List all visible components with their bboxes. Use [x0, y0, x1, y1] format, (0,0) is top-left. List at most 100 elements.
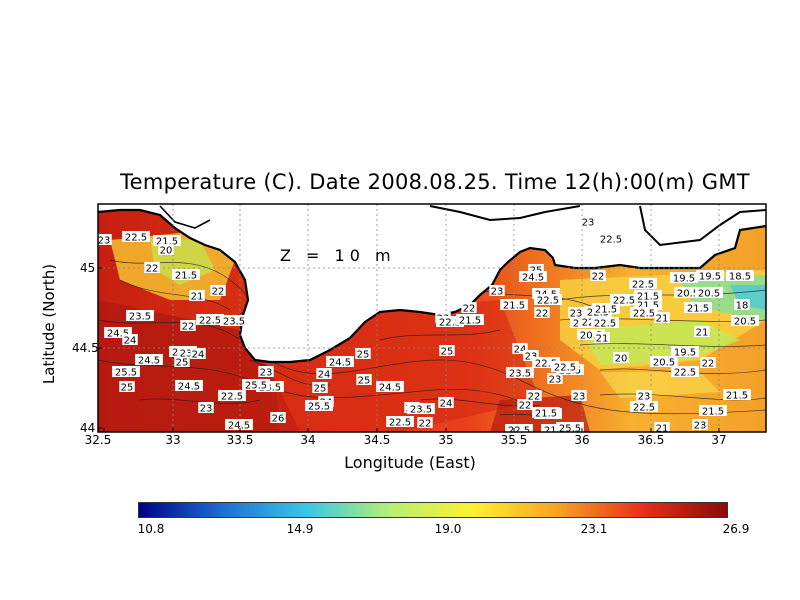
- svg-text:23: 23: [491, 287, 504, 298]
- chart-title: Temperature (C). Date 2008.08.25. Time 1…: [120, 170, 750, 194]
- svg-text:22.5: 22.5: [600, 235, 622, 246]
- svg-text:26: 26: [272, 414, 285, 425]
- contour-label: 22: [517, 399, 533, 412]
- svg-text:23.5: 23.5: [410, 405, 432, 416]
- contour-label: 21.5: [172, 269, 200, 282]
- contour-label: 23.5: [256, 381, 284, 394]
- contour-label: 23.5: [220, 315, 248, 328]
- contour-label: 24.5: [519, 271, 547, 284]
- svg-text:22.5: 22.5: [632, 280, 654, 291]
- colorbar-tick: 10.8: [137, 522, 165, 536]
- contour-label: 23.5: [126, 310, 154, 323]
- svg-text:21.5: 21.5: [637, 292, 659, 303]
- svg-text:22: 22: [519, 401, 532, 412]
- svg-text:23: 23: [549, 375, 562, 386]
- contour-label: 22.5: [610, 294, 638, 307]
- contour-label: 24: [512, 343, 528, 356]
- svg-text:25.5: 25.5: [559, 424, 581, 435]
- svg-text:18: 18: [736, 301, 749, 312]
- colorbar-tick: 19.0: [434, 522, 462, 536]
- contour-label: 25.5: [112, 366, 140, 379]
- svg-text:20.5: 20.5: [698, 289, 720, 300]
- contour-label: 19.5: [670, 272, 698, 285]
- contour-label: 24.5: [135, 354, 163, 367]
- svg-text:24: 24: [318, 370, 331, 381]
- contour-label: 22.5: [122, 231, 150, 244]
- svg-text:22: 22: [463, 304, 476, 315]
- contour-label: 19.5: [671, 346, 699, 359]
- contour-label: 22.5: [597, 233, 625, 246]
- svg-text:22.5: 22.5: [221, 392, 243, 403]
- contour-label: 21: [694, 326, 710, 339]
- svg-text:23.5: 23.5: [259, 383, 281, 394]
- svg-text:21: 21: [656, 424, 669, 435]
- contour-label: 20.5: [577, 329, 605, 342]
- contour-label: 26: [270, 412, 286, 425]
- y-tick: 44.5: [72, 341, 99, 355]
- contour-label: 23.5: [506, 367, 534, 380]
- contour-label: 21.5: [532, 407, 560, 420]
- svg-text:21.5: 21.5: [535, 409, 557, 420]
- svg-text:24.5: 24.5: [228, 421, 250, 432]
- contour-label: 22: [534, 307, 550, 320]
- svg-text:23: 23: [180, 349, 193, 360]
- contour-label: 21: [594, 332, 610, 345]
- svg-text:21.5: 21.5: [595, 305, 617, 316]
- contour-label: 22.5: [436, 316, 464, 329]
- svg-text:24: 24: [514, 345, 527, 356]
- x-tick: 33: [165, 433, 181, 447]
- svg-text:21.5: 21.5: [702, 407, 724, 418]
- svg-text:23.5: 23.5: [129, 312, 151, 323]
- x-tick: 32.5: [84, 433, 112, 447]
- svg-text:22.5: 22.5: [554, 363, 576, 374]
- contour-label: 22.5: [218, 390, 246, 403]
- contour-label: 21: [654, 422, 670, 435]
- contour-label: 24: [316, 368, 332, 381]
- svg-text:24.5: 24.5: [379, 383, 401, 394]
- x-tick: 33.5: [226, 433, 254, 447]
- contour-label: 21: [654, 312, 670, 325]
- contour-label: 20: [158, 244, 174, 257]
- svg-text:24: 24: [440, 399, 453, 410]
- svg-text:20.5: 20.5: [653, 358, 675, 369]
- contour-label: 23: [489, 285, 505, 298]
- coastline: [98, 208, 766, 364]
- contour-label: 24: [190, 348, 206, 361]
- svg-text:21.5: 21.5: [503, 301, 525, 312]
- svg-text:21.5: 21.5: [175, 271, 197, 282]
- x-tick: 36.5: [637, 433, 665, 447]
- contour-label: 21.5: [723, 389, 751, 402]
- contour-label: 22.5: [591, 317, 619, 330]
- x-tick: 36: [574, 433, 590, 447]
- contour-label: 22.5: [505, 424, 533, 432]
- y-axis-label: Latitude (North): [40, 263, 58, 385]
- svg-text:21: 21: [696, 328, 709, 339]
- svg-text:22.5: 22.5: [594, 319, 616, 330]
- svg-text:25.5: 25.5: [308, 402, 330, 413]
- svg-text:21.5: 21.5: [156, 237, 178, 248]
- svg-text:22: 22: [419, 419, 432, 430]
- svg-text:21.5: 21.5: [726, 391, 748, 402]
- contour-label: 20: [613, 352, 629, 365]
- x-tick: 34: [300, 433, 316, 447]
- svg-text:21: 21: [191, 292, 204, 303]
- svg-text:25: 25: [121, 383, 134, 394]
- svg-text:24.5: 24.5: [138, 356, 160, 367]
- contour-label: 19.5: [696, 270, 724, 283]
- svg-text:24.5: 24.5: [522, 273, 544, 284]
- contour-label: 20.5: [731, 315, 759, 328]
- contour-label: 25: [356, 374, 372, 387]
- svg-text:22.5: 22.5: [633, 309, 655, 320]
- contour-label: 23: [98, 234, 112, 247]
- contour-label: 23: [178, 347, 194, 360]
- contour-label: 22: [700, 357, 716, 370]
- svg-text:25: 25: [314, 384, 327, 395]
- svg-text:21: 21: [596, 334, 609, 345]
- contour-label: 24.5: [104, 327, 132, 340]
- contour-label: 21.5: [634, 299, 662, 312]
- svg-text:25.5: 25.5: [245, 381, 267, 392]
- svg-text:23.5: 23.5: [509, 369, 531, 380]
- azov-coastline: [429, 205, 581, 222]
